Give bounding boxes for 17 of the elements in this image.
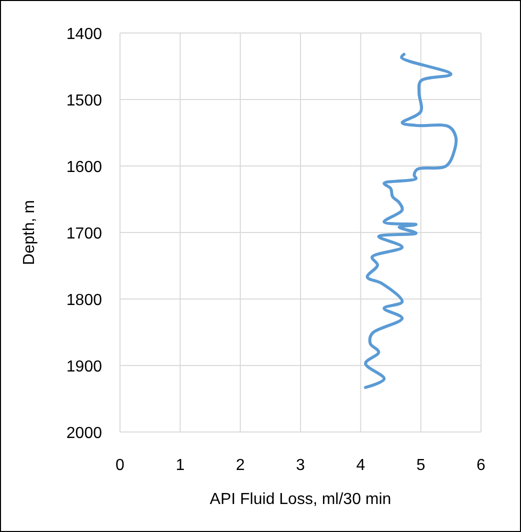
x-tick-label: 2 bbox=[236, 457, 245, 474]
x-tick-label: 4 bbox=[356, 457, 366, 474]
y-axis-title: Depth, m bbox=[21, 200, 38, 265]
x-tick-label: 1 bbox=[176, 457, 185, 474]
y-tick-label: 1700 bbox=[66, 226, 102, 242]
x-axis-title: API Fluid Loss, ml/30 min bbox=[210, 491, 392, 508]
y-tick-label: 1500 bbox=[66, 92, 102, 110]
y-tick-label: 1600 bbox=[66, 159, 102, 176]
y-tick-label: 1800 bbox=[66, 292, 102, 309]
x-tick-label: 3 bbox=[296, 457, 306, 474]
x-tick-label: 5 bbox=[416, 457, 426, 474]
y-tick-label: 2000 bbox=[66, 425, 102, 442]
x-tick-label: 0 bbox=[116, 457, 125, 474]
y-tick-label: 1400 bbox=[66, 26, 102, 43]
x-tick-label: 6 bbox=[476, 457, 486, 474]
y-tick-label: 1900 bbox=[66, 358, 102, 376]
line-series bbox=[364, 52, 458, 389]
